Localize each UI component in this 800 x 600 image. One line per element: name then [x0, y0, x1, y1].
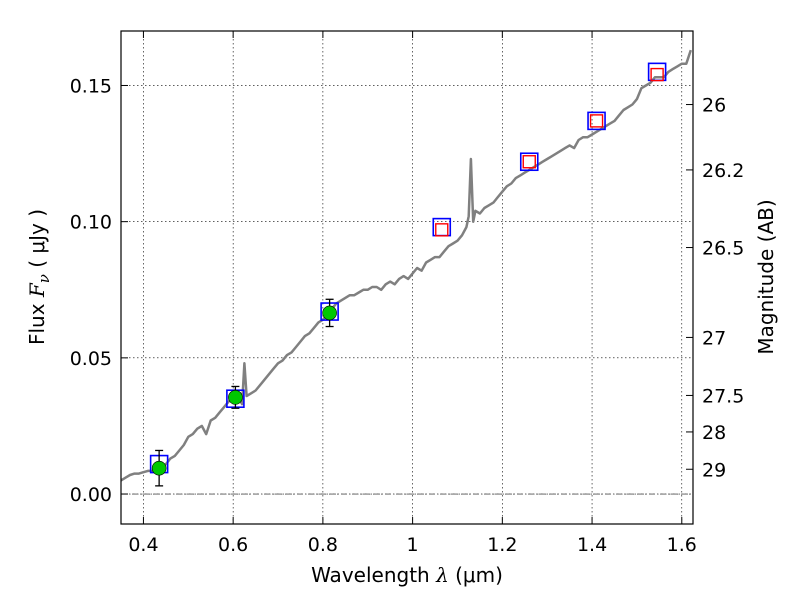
y-axis-title: Flux Fν ( μJy ) [25, 209, 53, 345]
x-axis-title: Wavelength λ (μm) [311, 563, 503, 587]
axis-ticks [121, 31, 693, 524]
x-tick-label: 1.4 [577, 534, 607, 556]
upper-limit-square [435, 223, 449, 237]
right-tick-label: 29 [702, 459, 726, 481]
y-tick-label: 0.05 [70, 348, 112, 370]
y-axis-title-unit: ( μJy ) [25, 209, 49, 274]
right-tick-label: 27 [702, 327, 726, 349]
right-tick-label: 26 [702, 95, 726, 117]
y-axis-title-symbol: F [25, 282, 49, 298]
y-tick-label: 0.00 [70, 484, 112, 506]
y-tick-label: 0.15 [70, 75, 112, 97]
right-tick-label: 27.5 [702, 385, 744, 407]
y-tick-label: 0.10 [70, 212, 112, 234]
detection-point [322, 305, 337, 321]
right-tick-label: 26.5 [702, 238, 744, 260]
series-layer [121, 49, 692, 482]
plot-frame [120, 30, 694, 525]
detection-point [228, 390, 243, 405]
x-tick-label: 0.4 [128, 534, 158, 556]
detection-point [151, 460, 167, 476]
spectrum-line [121, 49, 692, 482]
model-photometry-square [519, 152, 539, 172]
x-tick-label: 1.2 [487, 534, 517, 556]
model-photometry-square [587, 111, 606, 131]
marker-layer [149, 62, 667, 487]
right-tick-label: 28 [702, 422, 726, 444]
x-tick-label: 0.8 [308, 534, 338, 556]
upper-limit-square [522, 155, 536, 169]
x-axis-title-prefix: Wavelength [311, 563, 436, 587]
x-tick-label: 1.6 [667, 534, 697, 556]
y-axis-title-subscript: ν [35, 274, 53, 283]
upper-limit-square [650, 67, 664, 82]
tick-labels: 0.4 0.6 0.8 1 1.2 1.4 1.6 0.00 0.05 0.10 0.15 26 26.… [70, 75, 745, 556]
x-axis-title-symbol: λ [435, 563, 449, 587]
x-axis-title-unit: (μm) [449, 563, 503, 587]
right-tick-label: 26.2 [702, 160, 744, 182]
x-tick-label: 1 [407, 534, 419, 556]
y-axis-title-prefix: Flux [25, 297, 49, 345]
upper-limit-square [589, 114, 604, 128]
right-axis-title: Magnitude (AB) [754, 199, 778, 354]
x-tick-label: 0.6 [218, 534, 248, 556]
